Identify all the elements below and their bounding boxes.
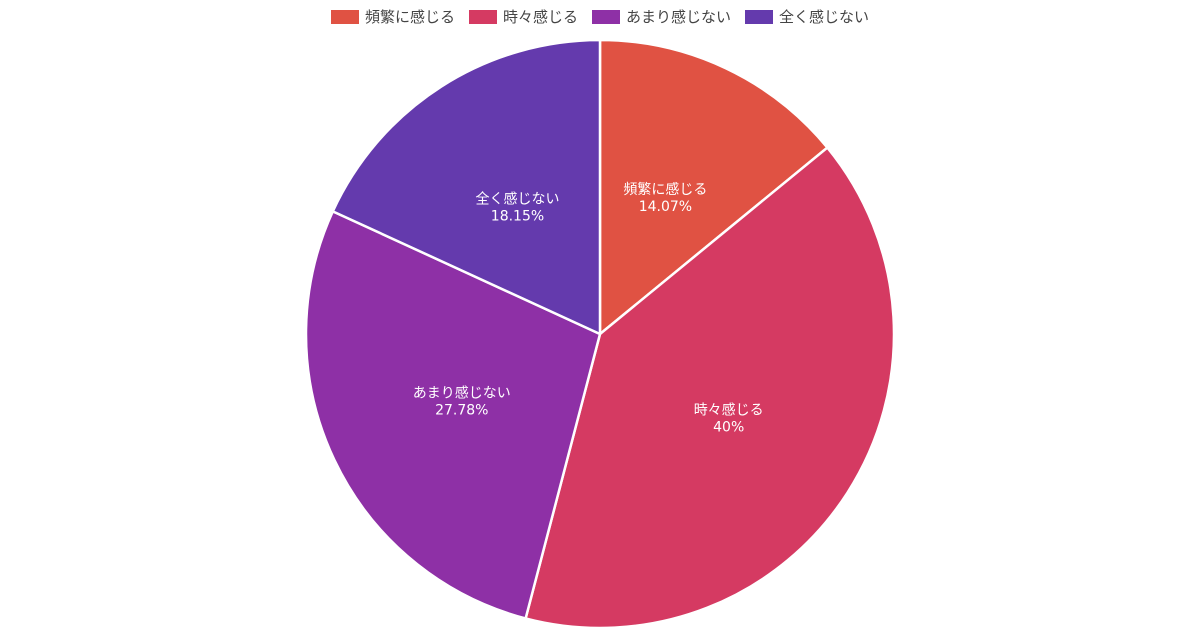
legend-item-4[interactable]: 全く感じない	[745, 8, 869, 26]
slice-4-value-label: 18.15%	[491, 208, 544, 224]
slice-2-category-label: 時々感じる	[694, 402, 764, 419]
chart-legend: 頻繁に感じる 時々感じる あまり感じない 全く感じない	[331, 8, 869, 26]
slice-3-value-label: 27.78%	[435, 402, 488, 418]
legend-item-3[interactable]: あまり感じない	[592, 8, 731, 26]
slice-1-wedge[interactable]	[598, 38, 829, 336]
slice-3-wedge[interactable]	[304, 210, 602, 620]
legend-label-4: 全く感じない	[779, 8, 869, 26]
legend-swatch-3	[592, 10, 620, 24]
slice-4-category-label: 全く感じない	[476, 190, 560, 207]
legend-label-3: あまり感じない	[626, 8, 731, 26]
legend-label-2: 時々感じる	[503, 8, 578, 26]
legend-swatch-1	[331, 10, 359, 24]
legend-item-2[interactable]: 時々感じる	[469, 8, 578, 26]
slice-2-wedge[interactable]	[524, 146, 896, 630]
slice-1-value-label: 14.07%	[639, 199, 692, 215]
legend-label-1: 頻繁に感じる	[365, 8, 455, 26]
legend-swatch-4	[745, 10, 773, 24]
slice-2-value-label: 40%	[713, 420, 744, 436]
pie-slices	[304, 38, 896, 630]
slice-3-category-label: あまり感じない	[413, 384, 511, 401]
legend-swatch-2	[469, 10, 497, 24]
slice-4-wedge[interactable]	[331, 38, 602, 336]
slice-1-category-label: 頻繁に感じる	[623, 181, 707, 198]
legend-item-1[interactable]: 頻繁に感じる	[331, 8, 455, 26]
